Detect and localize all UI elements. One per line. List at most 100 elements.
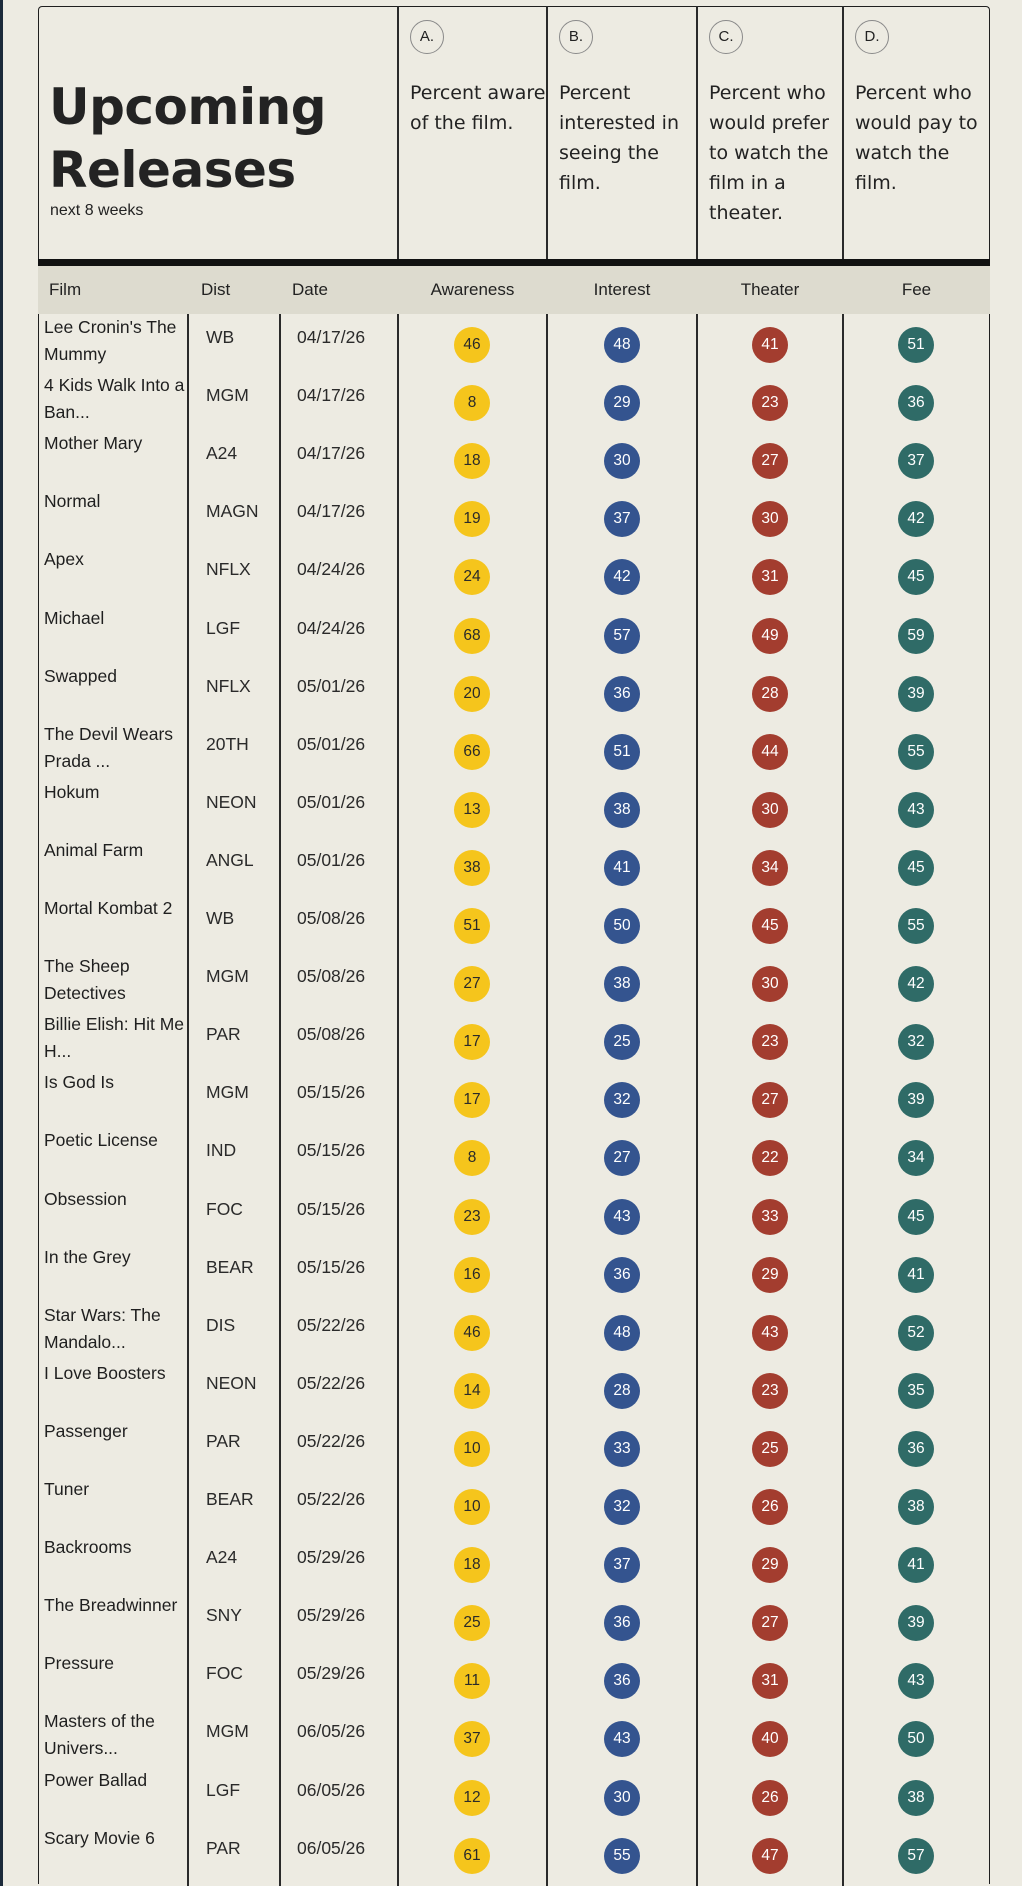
theater-value: 22 <box>752 1140 788 1177</box>
film-title: Poetic License <box>44 1130 158 1151</box>
release-date: 05/22/26 <box>297 1372 366 1393</box>
film-title: Scary Movie 6 <box>44 1827 155 1848</box>
distributor: 20TH <box>206 733 249 754</box>
distributor: WB <box>206 908 235 928</box>
film-title: Power Ballad <box>44 1769 148 1790</box>
interest-value: 36 <box>604 1663 640 1700</box>
theater-value: 25 <box>752 1430 788 1467</box>
distributor: DIS <box>206 1314 236 1335</box>
theater-value: 23 <box>752 1372 788 1409</box>
awareness-value: 18 <box>454 1547 490 1584</box>
fee-value: 41 <box>898 1547 934 1584</box>
metric-a-header: A. Percent aware of the film. <box>398 6 547 260</box>
film-title: Billie Elish: Hit Me H... <box>44 1014 185 1062</box>
release-date: 05/15/26 <box>297 1198 366 1219</box>
interest-value: 25 <box>604 1024 640 1061</box>
table-row: Billie Elish: Hit Me H... PAR 05/08/26 17 25… <box>38 1011 990 1069</box>
release-date: 05/01/26 <box>297 733 366 754</box>
distributor: NEON <box>206 791 257 812</box>
release-date: 06/05/26 <box>297 1837 366 1858</box>
distributor: NFLX <box>206 675 251 696</box>
fee-value: 50 <box>898 1721 934 1758</box>
film-title: Michael <box>44 607 105 628</box>
release-date: 05/15/26 <box>297 1140 366 1161</box>
metric-description: Percent interested in seeing the film. <box>559 82 680 194</box>
metric-letter-badge: B. <box>559 20 593 54</box>
theater-value: 29 <box>752 1547 788 1584</box>
theater-value: 31 <box>752 1663 788 1700</box>
awareness-value: 19 <box>454 501 490 538</box>
interest-value: 41 <box>604 849 640 886</box>
column-divider <box>397 6 399 1886</box>
fee-value: 51 <box>898 327 934 363</box>
film-title: Star Wars: The Mandalo... <box>44 1304 161 1352</box>
awareness-value: 10 <box>454 1489 490 1525</box>
theater-value: 28 <box>752 675 788 712</box>
column-divider <box>546 6 548 1886</box>
fee-value: 55 <box>898 733 934 770</box>
interest-value: 38 <box>604 791 640 828</box>
column-header-dist: Dist <box>201 280 231 299</box>
distributor: FOC <box>206 1198 243 1219</box>
awareness-value: 16 <box>454 1256 490 1293</box>
table-row: The Sheep Detectives MGM 05/08/26 27 38 30 42 <box>38 953 990 1011</box>
awareness-value: 20 <box>454 675 490 712</box>
interest-value: 48 <box>604 1314 640 1351</box>
fee-value: 42 <box>898 501 934 538</box>
table-row: Obsession FOC 05/15/26 23 43 33 45 <box>38 1186 990 1244</box>
distributor: WB <box>206 327 235 347</box>
fee-value: 39 <box>898 1605 934 1642</box>
release-date: 05/01/26 <box>297 849 366 870</box>
table-row: Lee Cronin's The Mummy WB 04/17/26 46 48 41 51 <box>38 314 990 372</box>
film-title: Animal Farm <box>44 839 144 860</box>
distributor: PAR <box>206 1837 241 1858</box>
theater-value: 34 <box>752 849 788 886</box>
distributor: BEAR <box>206 1256 254 1277</box>
release-date: 05/29/26 <box>297 1663 366 1684</box>
table-row: Star Wars: The Mandalo... DIS 05/22/26 46 48… <box>38 1302 990 1360</box>
interest-value: 30 <box>604 443 640 480</box>
awareness-value: 46 <box>454 327 490 363</box>
release-date: 05/22/26 <box>297 1489 366 1509</box>
awareness-value: 24 <box>454 559 490 596</box>
film-title: Tuner <box>44 1479 90 1499</box>
table-row: Mother Mary A24 04/17/26 18 30 27 37 <box>38 430 990 488</box>
interest-value: 32 <box>604 1489 640 1525</box>
interest-value: 50 <box>604 908 640 944</box>
film-title: The Sheep Detectives <box>44 956 130 1004</box>
release-date: 05/22/26 <box>297 1430 366 1451</box>
fee-value: 35 <box>898 1372 934 1409</box>
interest-value: 55 <box>604 1837 640 1874</box>
release-date: 05/15/26 <box>297 1256 366 1277</box>
theater-value: 29 <box>752 1256 788 1293</box>
awareness-value: 23 <box>454 1198 490 1235</box>
column-divider <box>187 260 189 1886</box>
theater-value: 31 <box>752 559 788 596</box>
awareness-value: 68 <box>454 617 490 654</box>
film-title: Mortal Kombat 2 <box>44 898 173 918</box>
column-divider <box>696 6 698 1886</box>
release-date: 04/17/26 <box>297 501 366 522</box>
table-row: Mortal Kombat 2 WB 05/08/26 51 50 45 55 <box>38 895 990 953</box>
page-subtitle: next 8 weeks <box>50 202 144 219</box>
table-row: Scary Movie 6 PAR 06/05/26 61 55 47 57 <box>38 1825 990 1883</box>
awareness-value: 66 <box>454 733 490 770</box>
table-row: Poetic License IND 05/15/26 8 27 22 34 <box>38 1127 990 1185</box>
film-title: The Breadwinner <box>44 1595 178 1616</box>
fee-value: 36 <box>898 385 934 422</box>
page-title: Upcoming Releases <box>49 78 327 199</box>
column-header-fee: Fee <box>901 280 932 299</box>
header-rule <box>38 259 990 266</box>
theater-value: 27 <box>752 1082 788 1119</box>
distributor: PAR <box>206 1024 241 1045</box>
interest-value: 43 <box>604 1721 640 1758</box>
release-date: 04/24/26 <box>297 559 366 580</box>
theater-value: 23 <box>752 385 788 422</box>
awareness-value: 13 <box>454 791 490 828</box>
fee-value: 39 <box>898 1082 934 1119</box>
fee-value: 45 <box>898 559 934 596</box>
table-row: Swapped NFLX 05/01/26 20 36 28 39 <box>38 663 990 721</box>
table-row: Hokum NEON 05/01/26 13 38 30 43 <box>38 779 990 837</box>
metric-d-header: D. Percent who would pay to watch the fi… <box>843 6 990 260</box>
fee-value: 55 <box>898 908 934 944</box>
